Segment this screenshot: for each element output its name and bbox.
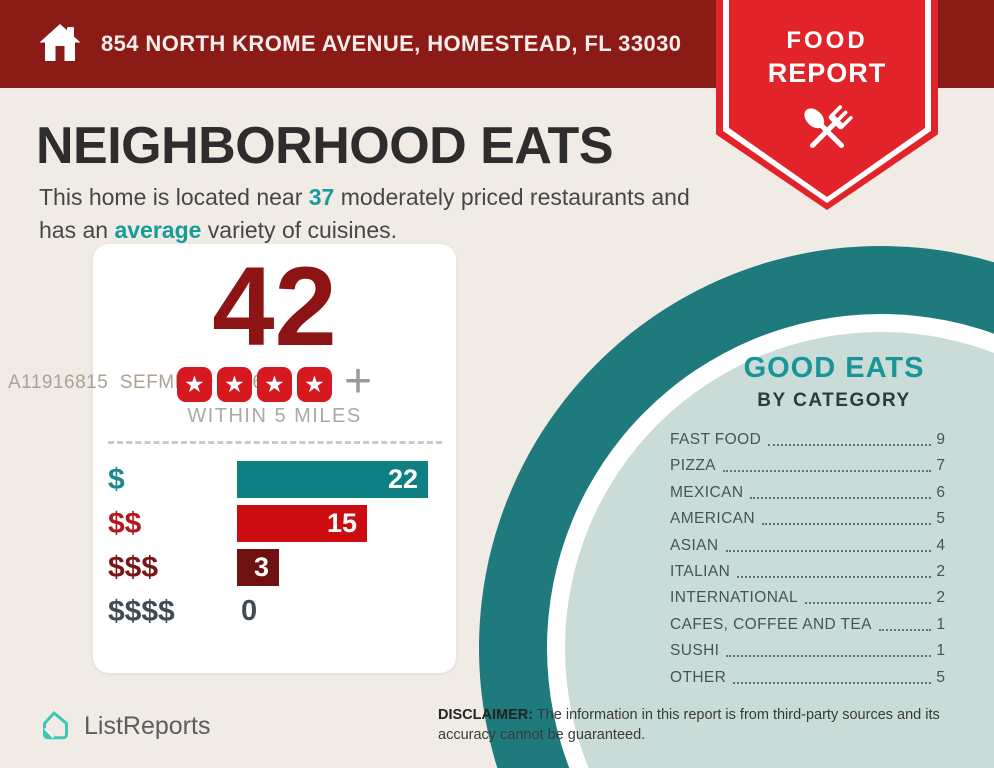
home-icon (39, 24, 81, 61)
category-label: AMERICAN (670, 510, 756, 528)
stars-row: ★ ★ ★ ★ + (93, 354, 456, 408)
category-row: FAST FOOD 9 (670, 430, 945, 450)
category-count: 7 (936, 457, 945, 475)
category-row: CAFES, COFFEE AND TEA 1 (670, 615, 945, 635)
category-label: INTERNATIONAL (670, 589, 799, 607)
category-count: 5 (936, 510, 945, 528)
bar-row: $22 (108, 461, 442, 498)
category-label: OTHER (670, 668, 727, 686)
plus-icon: + (343, 354, 373, 408)
category-count: 1 (936, 642, 945, 660)
dotted-leader (733, 681, 932, 684)
category-count: 6 (936, 483, 945, 501)
category-row: AMERICAN 5 (670, 509, 945, 529)
category-row: PIZZA 7 (670, 456, 945, 476)
category-label: CAFES, COFFEE AND TEA (670, 615, 872, 633)
bar-value-zero: 0 (241, 595, 258, 627)
category-count: 4 (936, 536, 945, 554)
dotted-leader (768, 444, 932, 446)
price-tier-label: $$ (108, 506, 142, 540)
dotted-leader (878, 628, 932, 631)
disclaimer: DISCLAIMER: The information in this repo… (438, 706, 968, 745)
total-restaurants: 42 (212, 244, 337, 369)
category-row: OTHER 5 (670, 668, 945, 688)
category-label: SUSHI (670, 642, 720, 660)
star-icon: ★ (296, 367, 332, 402)
summary-line1: This home is located near 37 moderately … (39, 181, 690, 214)
bar: 22 (237, 461, 428, 498)
price-tier-label: $$$ (108, 550, 159, 584)
summary-text-part: moderately priced restaurants and (334, 184, 690, 210)
category-row: INTERNATIONAL 2 (670, 588, 945, 608)
good-eats-list: FAST FOOD 9 PIZZA 7 MEXICAN 6 AMERICAN 5 ASIAN 4 I… (670, 430, 945, 694)
price-tier-label: $$$$ (108, 594, 175, 628)
bar-row: $$ 15 (108, 505, 442, 542)
category-row: ITALIAN 2 (670, 562, 945, 582)
bar: 3 (237, 549, 279, 586)
badge-line2: REPORT (767, 58, 887, 88)
dotted-leader (722, 470, 932, 473)
category-count: 1 (936, 615, 945, 633)
fork-and-spoon-icon (716, 95, 938, 172)
summary-text: This home is located near 37 moderately … (39, 181, 690, 247)
bar-area: 15 (237, 505, 428, 542)
property-address: 854 NORTH KROME AVENUE, HOMESTEAD, FL 33… (101, 31, 682, 56)
category-label: ITALIAN (670, 562, 731, 580)
bar-area: 0 (237, 593, 428, 630)
category-row: MEXICAN 6 (670, 483, 945, 503)
listreports-brand: ListReports (36, 708, 210, 744)
summary-text-part: variety of cuisines. (201, 217, 398, 243)
bar-area: 22 (237, 461, 428, 498)
price-tier-chart: $22 $$ 15 $$$ 3 $$$$ 0 (93, 444, 456, 630)
category-label: PIZZA (670, 457, 716, 475)
category-count: 5 (936, 668, 945, 686)
star-icon: ★ (176, 367, 212, 402)
bar-row: $$$ 3 (108, 549, 442, 586)
variety-highlight: average (114, 217, 202, 243)
bar-row: $$$$ 0 (108, 593, 442, 630)
disclaimer-label: DISCLAIMER: (438, 707, 534, 723)
good-eats-title: GOOD EATS (743, 352, 925, 384)
dotted-leader (750, 496, 932, 499)
dotted-leader (725, 549, 932, 552)
category-label: ASIAN (670, 536, 719, 554)
restaurant-count: 37 (308, 184, 335, 210)
dashed-divider (108, 441, 442, 444)
summary-text-part: has an (39, 217, 115, 243)
category-row: ASIAN 4 (670, 536, 945, 556)
dotted-leader (737, 575, 932, 578)
brand-name: ListReports (84, 711, 211, 740)
category-count: 2 (936, 562, 945, 580)
star-icon: ★ (216, 367, 252, 402)
bar-area: 3 (237, 549, 428, 586)
price-tier-label: $ (108, 462, 125, 496)
category-count: 9 (936, 431, 945, 448)
radius-label: WITHIN 5 MILES (187, 405, 362, 427)
good-eats-subtitle: BY CATEGORY (757, 390, 911, 411)
disclaimer-text: The information in this report is from t… (438, 707, 940, 743)
bar: 15 (237, 505, 367, 542)
stats-card: 42 ★ ★ ★ ★ + WITHIN 5 MILES $22 $$ 15 $$$ 3 $$$$… (93, 244, 456, 673)
badge-content: FOOD REPORT (716, 27, 938, 172)
page-title: NEIGHBORHOOD EATS (36, 117, 614, 175)
summary-text-part: This home is located near (39, 184, 309, 210)
category-label: MEXICAN (670, 483, 744, 501)
dotted-leader (726, 655, 932, 658)
star-icon: ★ (256, 367, 292, 402)
category-label: FAST FOOD (670, 431, 762, 448)
dotted-leader (805, 602, 932, 605)
badge-line1: FOOD (786, 27, 868, 54)
dotted-leader (762, 523, 932, 526)
star-rating: ★ ★ ★ ★ (176, 367, 332, 402)
summary-line2: has an average variety of cuisines. (39, 214, 690, 247)
listreports-logo-icon (43, 711, 68, 740)
category-count: 2 (936, 589, 945, 607)
category-row: SUSHI 1 (670, 641, 945, 661)
food-report-badge: FOOD REPORT (716, 0, 938, 210)
